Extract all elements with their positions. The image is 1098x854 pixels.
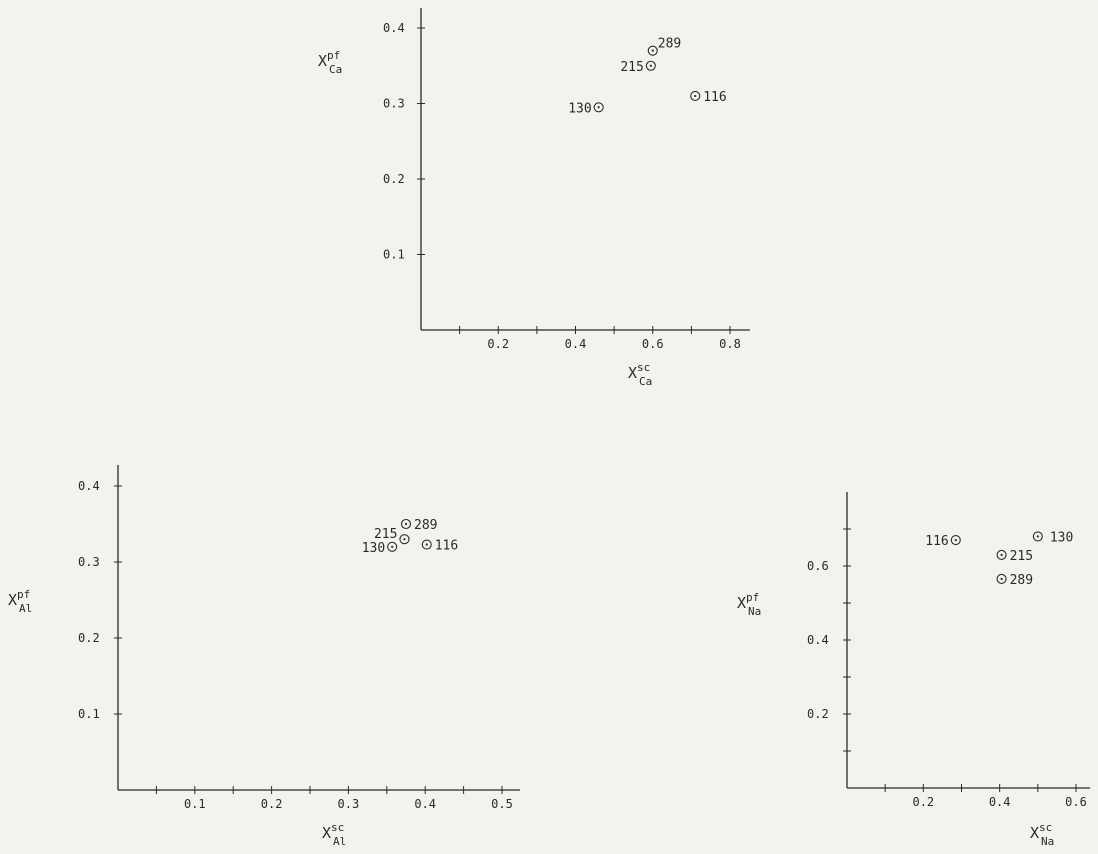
- data-point-dot: [404, 522, 408, 526]
- point-label: 116: [435, 539, 458, 554]
- data-point-dot: [1036, 535, 1039, 538]
- point-label: 289: [1010, 573, 1033, 588]
- y-axis-label: Xpf Na: [737, 591, 761, 618]
- y-axis-label: Xpf Ca: [318, 49, 342, 76]
- data-point-dot: [649, 64, 652, 67]
- x-axis-label: Xsc Al: [322, 821, 346, 848]
- x-axis-label: Xsc Ca: [628, 361, 652, 388]
- data-point-dot: [1000, 553, 1003, 557]
- x-tick-label: 0.2: [261, 797, 283, 811]
- x-tick-label: 0.6: [642, 337, 664, 351]
- point-label: 130: [1050, 530, 1073, 545]
- chart-na-panel: 0.2 0.4 0.6 0.2 0.4 0.6 Xpf Na Xsc Na 116 215 130 289: [737, 492, 1090, 848]
- y-tick-label: 0.3: [78, 555, 100, 569]
- x-tick-label: 0.1: [184, 797, 206, 811]
- data-point-dot: [694, 94, 697, 98]
- point-label: 130: [568, 101, 591, 116]
- x-tick-label: 0.2: [487, 337, 509, 351]
- x-tick-label: 0.5: [491, 797, 513, 811]
- y-tick-label: 0.4: [78, 479, 100, 493]
- point-label: 289: [414, 518, 437, 533]
- chart-ca-panel: 0.2 0.4 0.6 0.8 0.1 0.2 0.3 0.4 Xpf Ca Xsc Ca 289 215…: [318, 8, 750, 388]
- x-tick-label: 0.2: [912, 795, 934, 809]
- data-point-dot: [391, 545, 394, 548]
- x-tick-label: 0.4: [414, 797, 436, 811]
- point-label: 289: [658, 37, 681, 52]
- y-tick-label: 0.4: [807, 633, 829, 647]
- data-point-130: [1032, 531, 1043, 542]
- data-point-215: [996, 549, 1007, 560]
- x-tick-label: 0.3: [338, 797, 360, 811]
- data-point-289: [400, 518, 412, 530]
- y-tick-label: 0.2: [807, 707, 829, 721]
- x-tick-label: 0.8: [719, 337, 741, 351]
- y-tick-label: 0.1: [383, 248, 405, 262]
- point-label: 116: [925, 534, 948, 549]
- data-point-130: [387, 541, 398, 552]
- data-point-116: [690, 90, 701, 101]
- y-tick-label: 0.4: [383, 21, 405, 35]
- data-point-289: [647, 45, 658, 56]
- chart-al-panel: 0.1 0.2 0.3 0.4 0.5 0.1 0.2 0.3 0.4 Xpf Al Xsc Al 289…: [8, 465, 520, 848]
- y-tick-label: 0.1: [78, 707, 100, 721]
- point-label: 215: [620, 60, 643, 75]
- point-label: 215: [1010, 549, 1033, 564]
- data-point-dot: [954, 539, 957, 542]
- point-label: 215: [374, 527, 397, 542]
- data-point-215: [399, 534, 410, 545]
- y-tick-label: 0.2: [78, 631, 100, 645]
- x-tick-label: 0.6: [1065, 795, 1087, 809]
- data-point-dot: [651, 49, 654, 52]
- data-point-dot: [597, 106, 600, 109]
- data-point-215: [645, 60, 656, 71]
- y-axis-label: Xpf Al: [8, 588, 32, 615]
- data-point-130: [593, 102, 604, 113]
- point-label: 116: [703, 90, 726, 105]
- data-point-289: [996, 573, 1007, 585]
- x-tick-label: 0.4: [565, 337, 587, 351]
- data-point-dot: [1000, 577, 1003, 581]
- y-tick-label: 0.6: [807, 559, 829, 573]
- x-axis-label: Xsc Na: [1030, 821, 1054, 848]
- point-label: 130: [362, 541, 385, 556]
- y-tick-label: 0.3: [383, 97, 405, 111]
- data-point-dot: [403, 538, 406, 541]
- data-point-dot: [425, 543, 428, 546]
- y-tick-label: 0.2: [383, 172, 405, 186]
- x-tick-label: 0.4: [989, 795, 1011, 809]
- data-point-116: [950, 535, 961, 546]
- data-point-116: [421, 539, 432, 550]
